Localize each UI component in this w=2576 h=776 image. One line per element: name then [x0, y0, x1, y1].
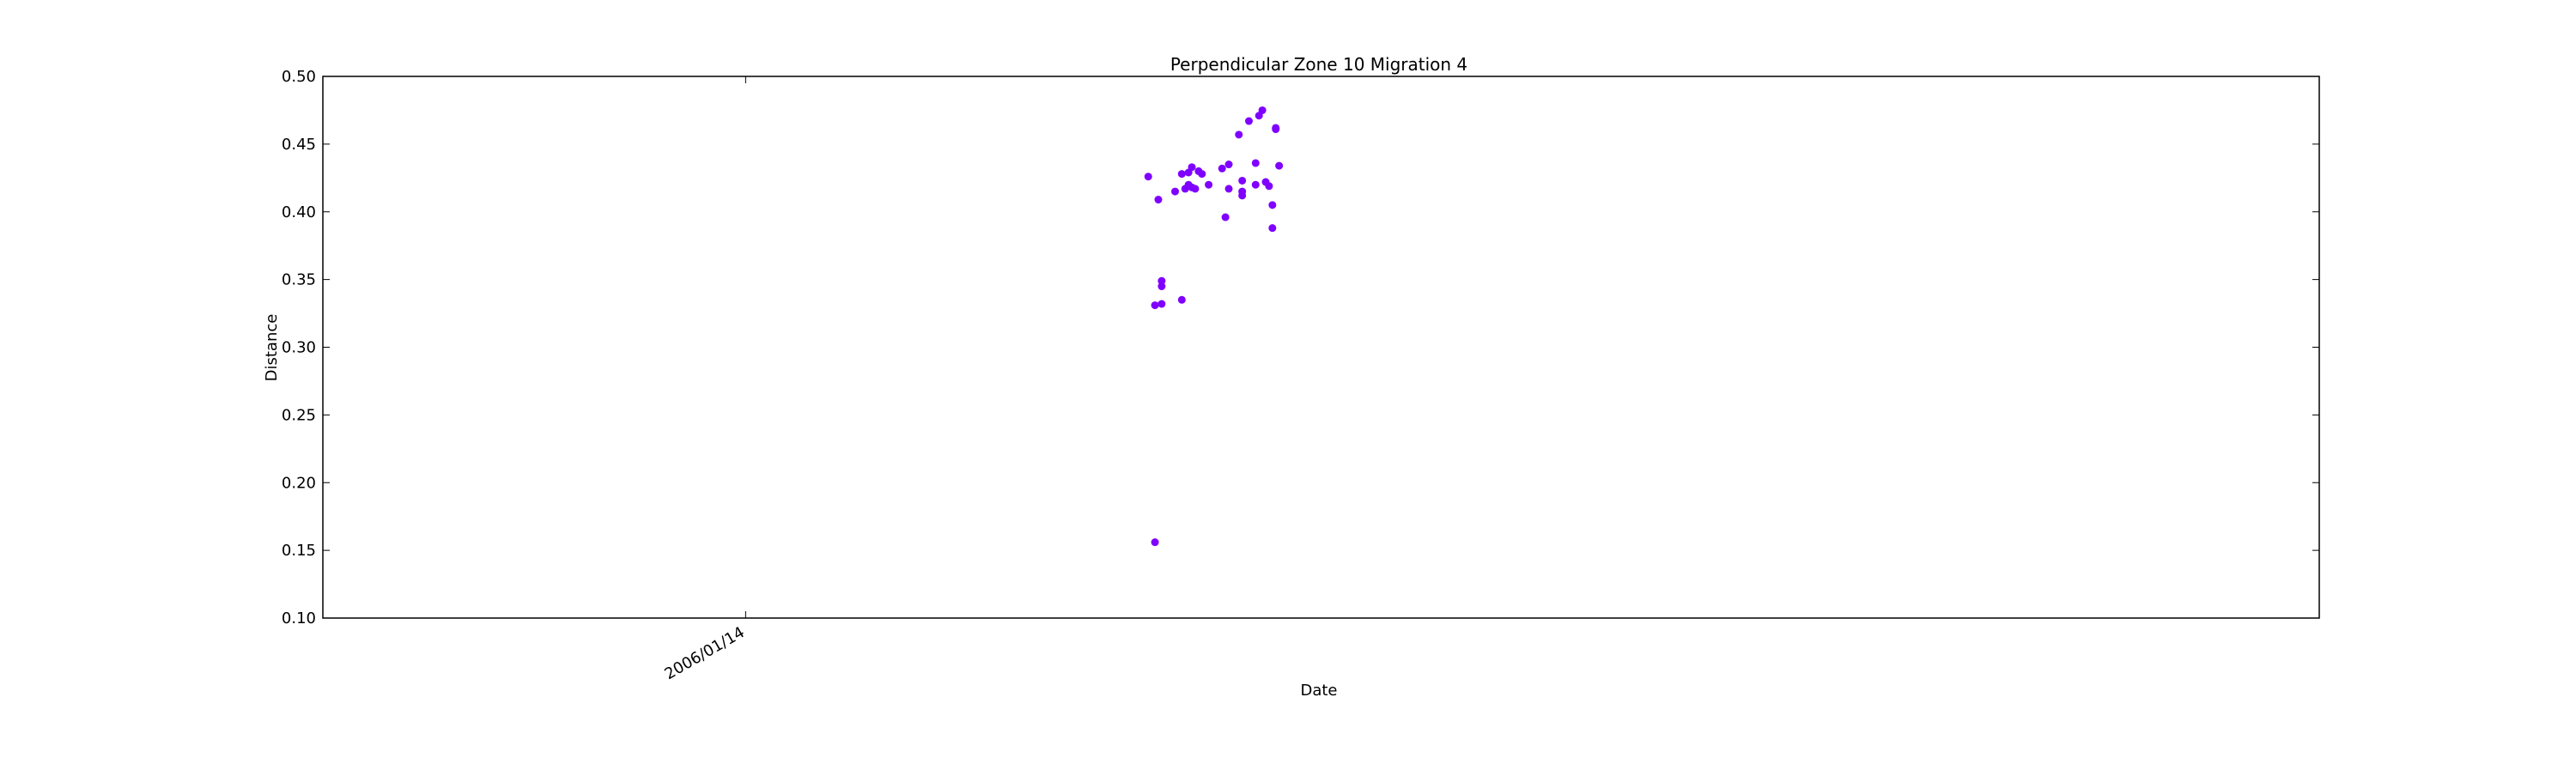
data-point — [1205, 180, 1213, 189]
x-axis-label: Date — [1300, 682, 1337, 700]
data-point — [1238, 176, 1247, 185]
data-point — [1191, 185, 1200, 193]
y-tick-label: 0.50 — [282, 68, 316, 86]
y-tick-label: 0.25 — [282, 406, 316, 424]
y-tick-label: 0.30 — [282, 339, 316, 357]
data-point — [1218, 164, 1226, 173]
y-tick-label: 0.45 — [282, 136, 316, 154]
data-point — [1265, 182, 1273, 191]
y-tick-label: 0.40 — [282, 203, 316, 221]
data-point — [1157, 300, 1166, 308]
data-point — [1235, 130, 1243, 139]
data-point — [1154, 196, 1163, 204]
data-point — [1275, 161, 1284, 170]
data-point — [1171, 187, 1180, 196]
data-point — [1238, 191, 1247, 200]
y-tick-label: 0.20 — [282, 474, 316, 492]
data-point — [1177, 295, 1186, 304]
data-point — [1151, 538, 1159, 547]
data-point — [1177, 170, 1186, 179]
data-point — [1268, 201, 1277, 209]
data-point — [1244, 117, 1253, 125]
chart-title: Perpendicular Zone 10 Migration 4 — [1170, 54, 1467, 75]
x-axis-ticks: 2006/01/14 — [662, 76, 748, 683]
plot-area-frame — [322, 76, 2320, 619]
data-point — [1268, 224, 1277, 233]
y-tick-label: 0.10 — [282, 609, 316, 627]
data-point — [1157, 276, 1166, 285]
data-point — [1157, 282, 1166, 291]
data-point — [1144, 173, 1152, 181]
data-point — [1258, 106, 1267, 114]
data-point — [1272, 125, 1280, 134]
data-point — [1188, 163, 1196, 172]
data-point — [1251, 159, 1260, 167]
data-point — [1224, 185, 1233, 193]
y-axis-label: Distance — [263, 314, 281, 382]
data-point — [1251, 180, 1260, 189]
y-tick-label: 0.15 — [282, 542, 316, 560]
x-tick-label: 2006/01/14 — [662, 623, 748, 683]
data-point — [1224, 161, 1233, 169]
data-point — [1221, 213, 1230, 221]
data-point — [1151, 301, 1159, 310]
y-tick-label: 0.35 — [282, 271, 316, 289]
data-points — [1144, 106, 1284, 547]
data-point — [1198, 170, 1206, 179]
y-axis-ticks: 0.10 0.15 0.20 0.25 0.30 0.35 0.40 0.45 0.50 — [282, 68, 2319, 627]
